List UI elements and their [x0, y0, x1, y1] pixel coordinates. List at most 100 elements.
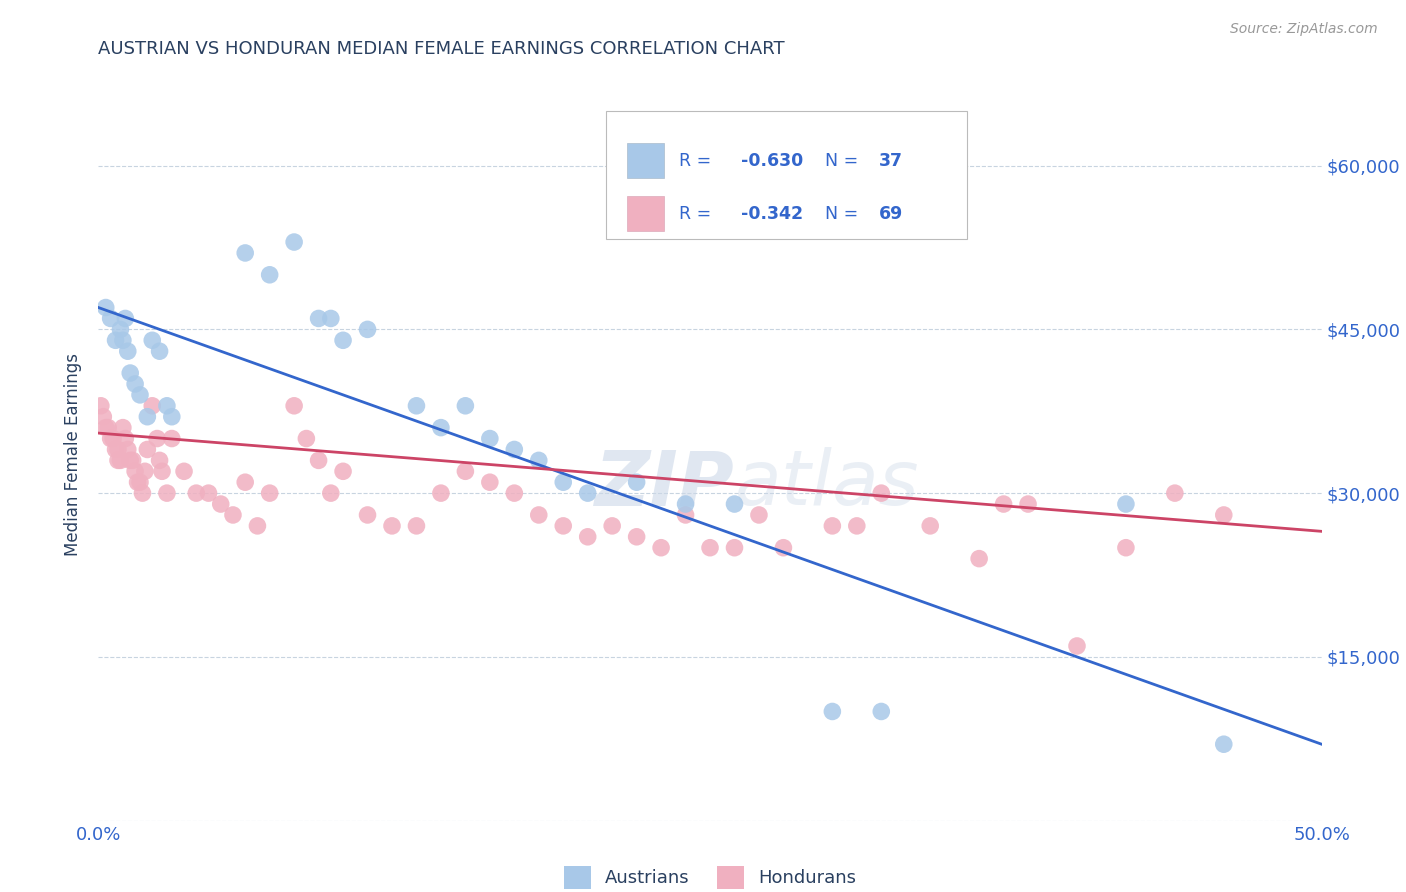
Hondurans: [699, 541, 721, 555]
Austrians: [233, 246, 256, 260]
Hondurans: [967, 551, 990, 566]
Hondurans: [117, 442, 139, 457]
Hondurans: [90, 399, 112, 413]
Hondurans: [845, 519, 868, 533]
Text: R =: R =: [679, 205, 717, 223]
Hondurans: [114, 432, 136, 446]
Text: -0.630: -0.630: [741, 152, 803, 169]
Austrians: [104, 333, 127, 347]
Hondurans: [821, 519, 844, 533]
Text: R =: R =: [679, 152, 717, 169]
Austrians: [626, 475, 648, 490]
Hondurans: [186, 486, 208, 500]
Austrians: [110, 322, 132, 336]
FancyBboxPatch shape: [606, 112, 967, 239]
Austrians: [553, 475, 575, 490]
Hondurans: [104, 442, 127, 457]
Hondurans: [131, 486, 153, 500]
Hondurans: [141, 399, 163, 413]
Text: AUSTRIAN VS HONDURAN MEDIAN FEMALE EARNINGS CORRELATION CHART: AUSTRIAN VS HONDURAN MEDIAN FEMALE EARNI…: [98, 40, 785, 58]
Hondurans: [1066, 639, 1088, 653]
Hondurans: [478, 475, 501, 490]
Hondurans: [259, 486, 281, 500]
Hondurans: [173, 464, 195, 478]
Austrians: [356, 322, 378, 336]
Austrians: [1212, 737, 1234, 751]
Austrians: [114, 311, 136, 326]
Austrians: [332, 333, 354, 347]
Hondurans: [319, 486, 342, 500]
Austrians: [723, 497, 745, 511]
Austrians: [100, 311, 122, 326]
Hondurans: [100, 432, 122, 446]
Hondurans: [129, 475, 152, 490]
Hondurans: [527, 508, 550, 522]
Austrians: [160, 409, 183, 424]
Hondurans: [121, 453, 143, 467]
Text: ZIP: ZIP: [595, 447, 734, 521]
Austrians: [117, 344, 139, 359]
Hondurans: [110, 453, 132, 467]
Hondurans: [94, 420, 117, 434]
Hondurans: [160, 432, 183, 446]
Text: 37: 37: [879, 152, 903, 169]
Text: Source: ZipAtlas.com: Source: ZipAtlas.com: [1230, 22, 1378, 37]
Hondurans: [772, 541, 794, 555]
Hondurans: [356, 508, 378, 522]
Hondurans: [246, 519, 269, 533]
Austrians: [478, 432, 501, 446]
Hondurans: [553, 519, 575, 533]
Hondurans: [222, 508, 245, 522]
Austrians: [141, 333, 163, 347]
Hondurans: [97, 420, 120, 434]
Hondurans: [1212, 508, 1234, 522]
Hondurans: [101, 432, 124, 446]
Hondurans: [430, 486, 453, 500]
Austrians: [129, 388, 152, 402]
Hondurans: [233, 475, 256, 490]
Hondurans: [454, 464, 477, 478]
Hondurans: [136, 442, 159, 457]
Hondurans: [308, 453, 330, 467]
Bar: [627, 143, 664, 178]
Hondurans: [626, 530, 648, 544]
Austrians: [156, 399, 179, 413]
Hondurans: [134, 464, 156, 478]
Austrians: [308, 311, 330, 326]
Hondurans: [1017, 497, 1039, 511]
Text: -0.342: -0.342: [741, 205, 803, 223]
Hondurans: [91, 409, 114, 424]
Hondurans: [332, 464, 354, 478]
Hondurans: [107, 442, 129, 457]
Hondurans: [120, 453, 142, 467]
Austrians: [527, 453, 550, 467]
Hondurans: [111, 420, 134, 434]
Austrians: [283, 235, 305, 249]
Austrians: [430, 420, 453, 434]
Text: 69: 69: [879, 205, 903, 223]
Hondurans: [920, 519, 942, 533]
Hondurans: [1164, 486, 1187, 500]
Austrians: [1115, 497, 1137, 511]
Hondurans: [107, 453, 129, 467]
Hondurans: [283, 399, 305, 413]
Hondurans: [576, 530, 599, 544]
Hondurans: [209, 497, 232, 511]
Hondurans: [650, 541, 672, 555]
Austrians: [503, 442, 526, 457]
Austrians: [576, 486, 599, 500]
Austrians: [821, 705, 844, 719]
Austrians: [319, 311, 342, 326]
Hondurans: [723, 541, 745, 555]
Hondurans: [1115, 541, 1137, 555]
Bar: [627, 196, 664, 231]
Hondurans: [405, 519, 427, 533]
Y-axis label: Median Female Earnings: Median Female Earnings: [65, 353, 83, 557]
Austrians: [124, 376, 146, 391]
Hondurans: [993, 497, 1015, 511]
Hondurans: [127, 475, 149, 490]
Hondurans: [870, 486, 893, 500]
Hondurans: [295, 432, 318, 446]
Hondurans: [146, 432, 169, 446]
Austrians: [111, 333, 134, 347]
